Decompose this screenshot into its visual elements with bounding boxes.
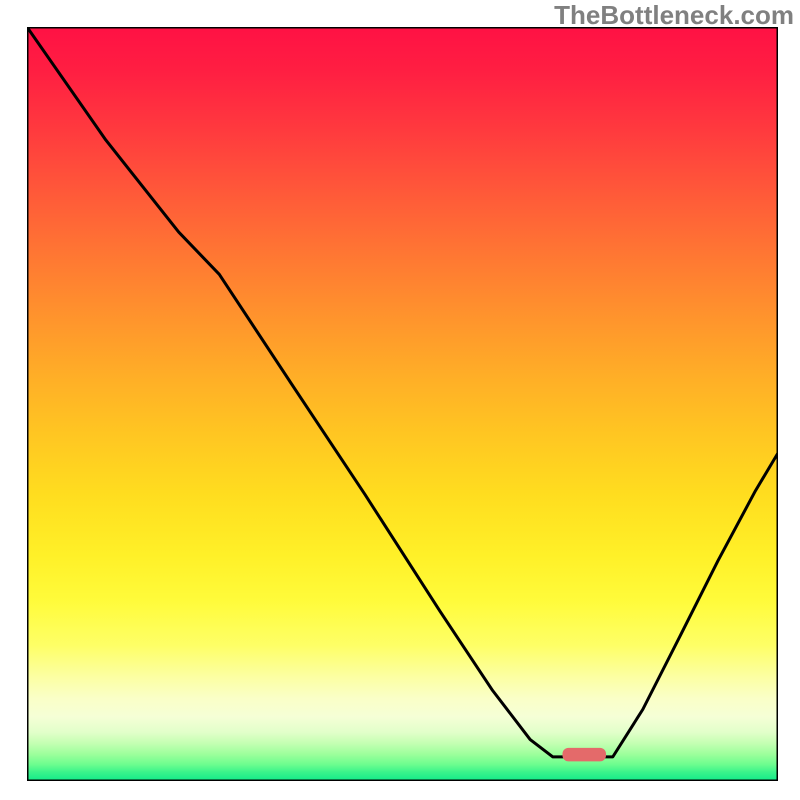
bottleneck-chart [0, 0, 800, 800]
chart-container: TheBottleneck.com [0, 0, 800, 800]
optimal-marker [562, 748, 606, 762]
watermark-text: TheBottleneck.com [554, 0, 794, 31]
plot-area [27, 27, 778, 781]
